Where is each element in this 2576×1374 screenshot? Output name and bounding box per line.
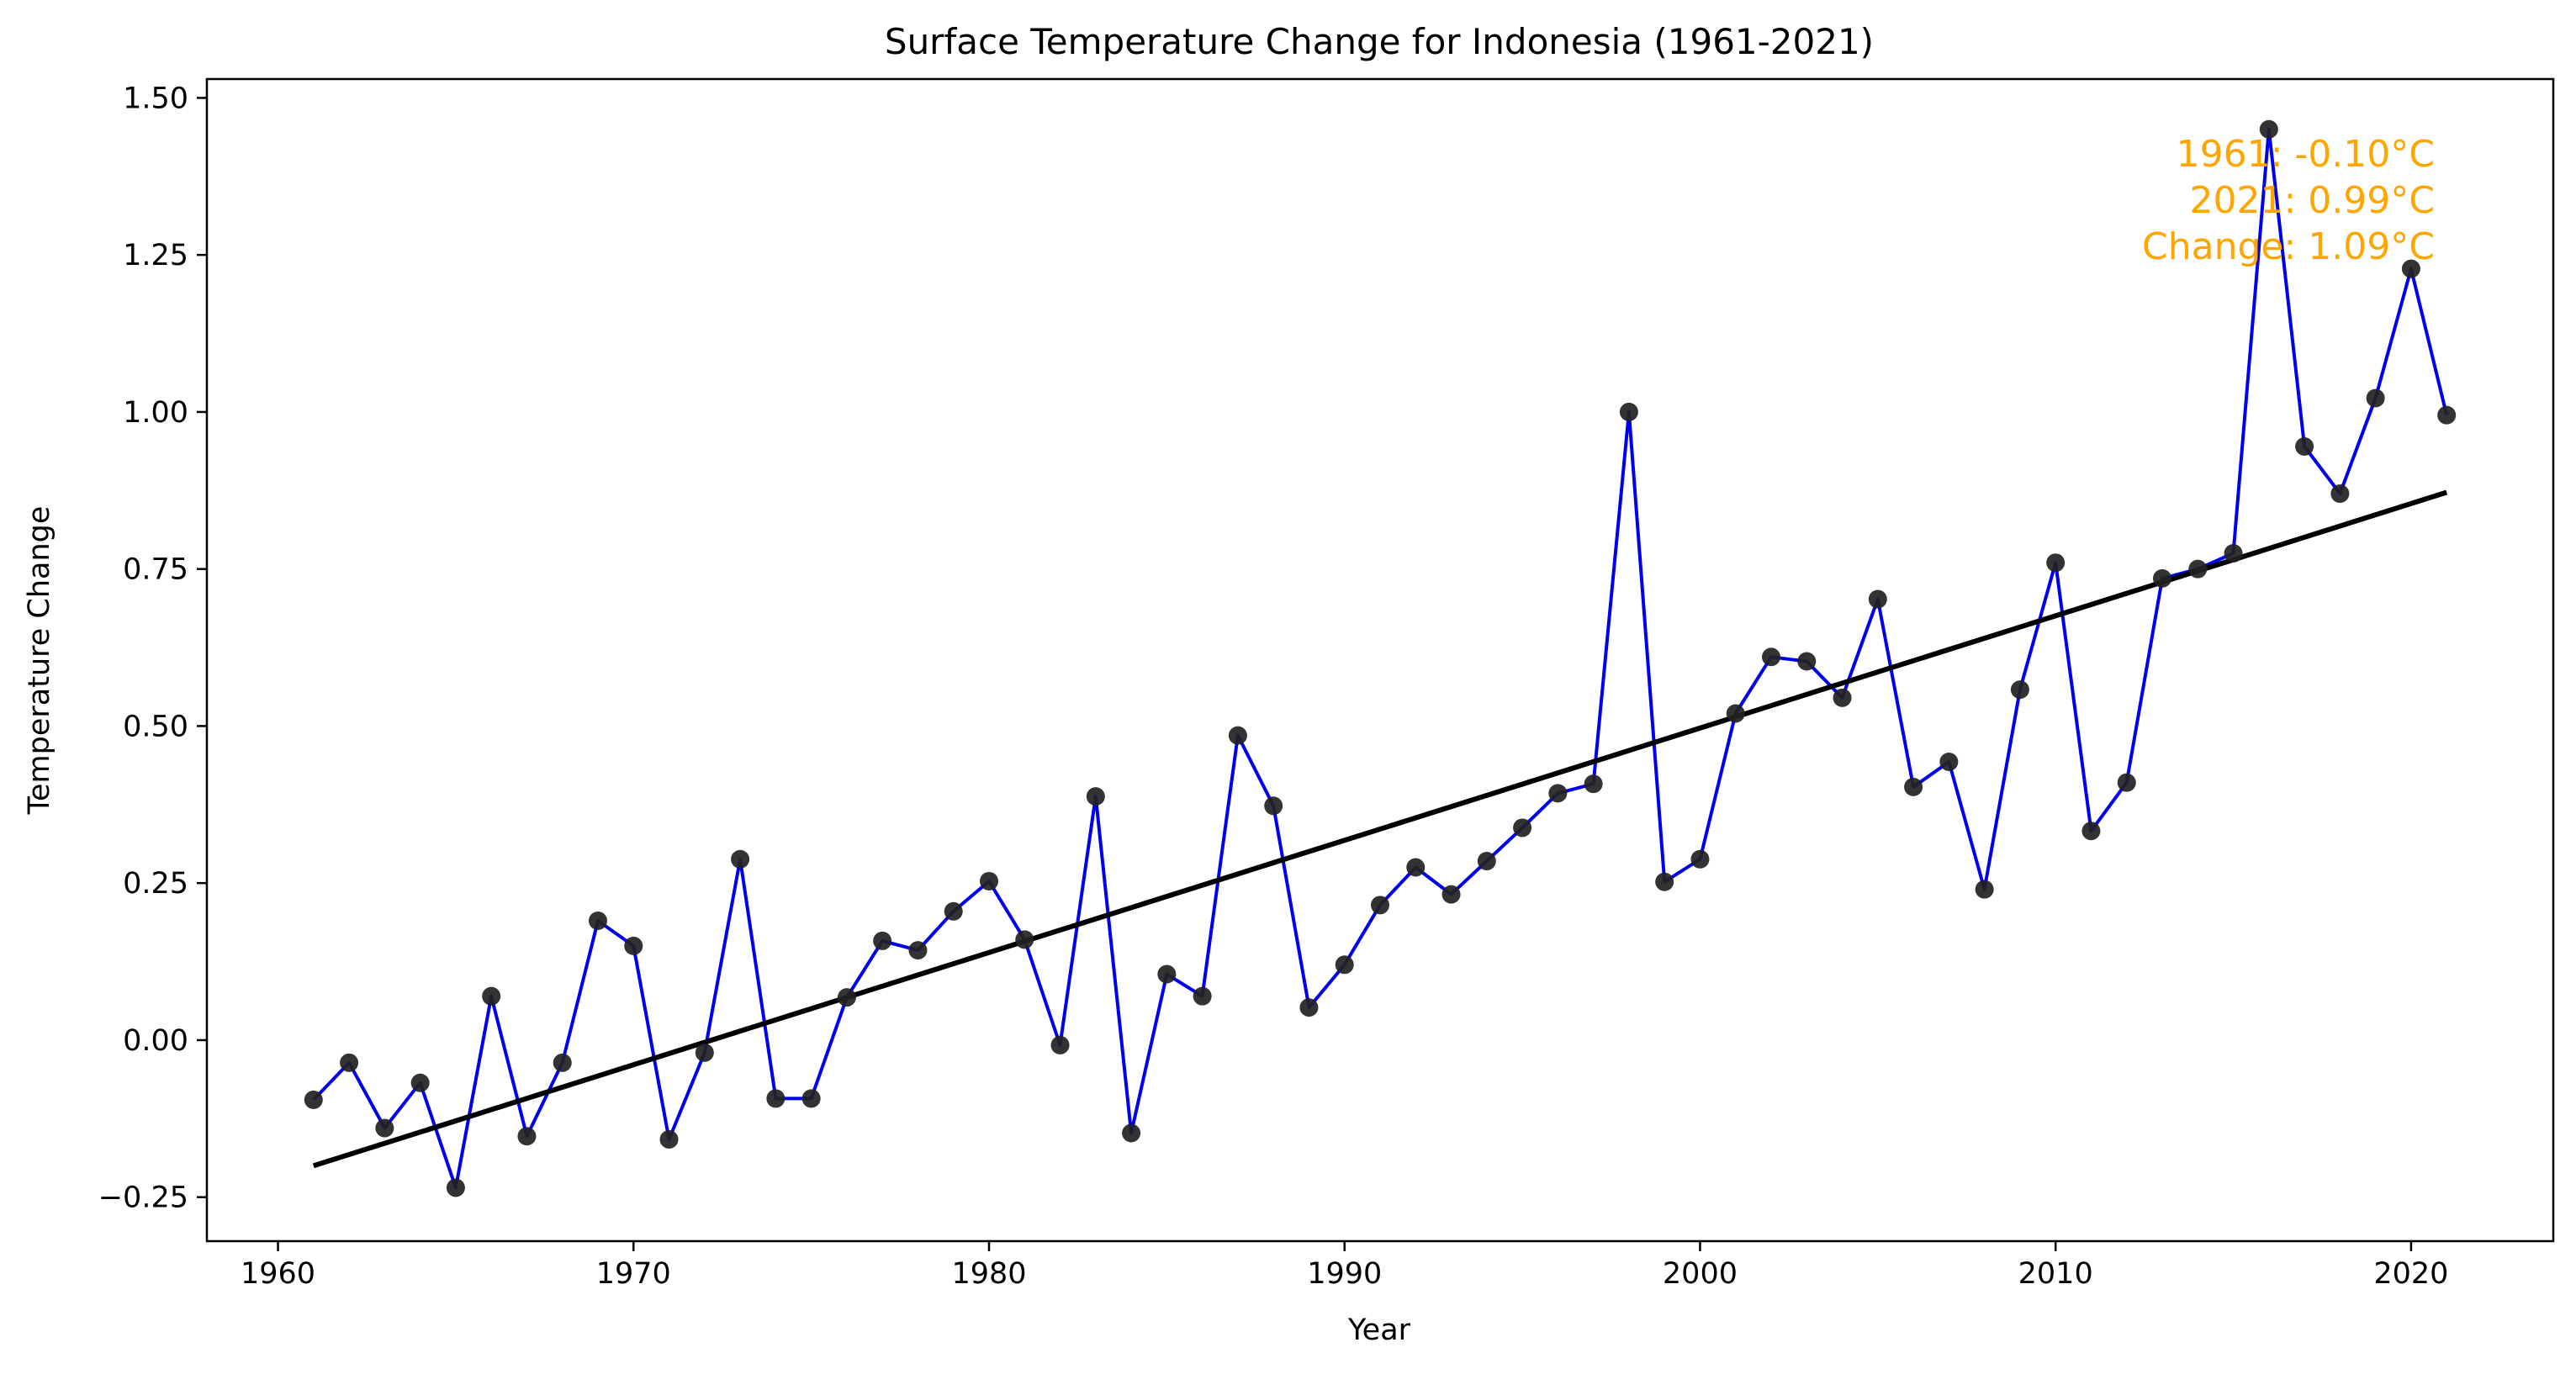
- x-axis: 1960 1970 1980 1990 2000 2010 2020: [241, 1241, 2448, 1291]
- data-point: [2330, 484, 2350, 504]
- data-point: [2117, 773, 2136, 792]
- data-point: [589, 912, 607, 931]
- data-point: [304, 1090, 323, 1109]
- y-tick-label: −0.25: [98, 1181, 188, 1215]
- x-tick-label: 1970: [596, 1257, 671, 1291]
- marker-layer: [304, 119, 2457, 1197]
- data-point: [801, 1089, 821, 1108]
- data-point: [1335, 955, 1354, 975]
- data-point: [340, 1053, 359, 1072]
- data-point: [624, 936, 643, 955]
- data-point: [1086, 787, 1105, 806]
- data-point: [2010, 680, 2029, 700]
- data-point: [1833, 688, 1852, 707]
- y-tick-label: 0.25: [123, 867, 188, 901]
- data-point: [1441, 885, 1461, 904]
- data-point: [2366, 388, 2385, 408]
- data-point: [2437, 405, 2457, 425]
- data-point: [1228, 726, 1247, 745]
- x-tick-label: 2020: [2373, 1257, 2448, 1291]
- data-point: [2224, 544, 2243, 563]
- y-tick-label: 0.00: [123, 1024, 188, 1058]
- data-point: [1264, 796, 1283, 816]
- data-point: [1548, 784, 1568, 803]
- data-point: [1655, 872, 1674, 891]
- data-point: [1406, 858, 1426, 877]
- annotation-line-2: 2021: 0.99°C: [2190, 179, 2435, 222]
- data-point: [482, 986, 501, 1006]
- data-point: [1299, 998, 1319, 1017]
- x-tick-label: 1960: [241, 1257, 315, 1291]
- y-tick-label: 1.25: [123, 239, 188, 272]
- data-point: [1762, 647, 1780, 667]
- data-point: [1050, 1035, 1070, 1054]
- data-point: [1690, 849, 1710, 869]
- series-line-layer: [312, 127, 2449, 1190]
- y-tick-label: 1.50: [123, 82, 188, 115]
- data-point: [731, 849, 750, 869]
- data-point: [1513, 818, 1532, 838]
- data-point: [659, 1129, 679, 1149]
- data-point: [2259, 119, 2278, 139]
- data-point: [1157, 964, 1177, 984]
- annotation-line-1: 1961: -0.10°C: [2177, 133, 2435, 176]
- data-point: [446, 1178, 465, 1197]
- data-point: [2046, 553, 2066, 573]
- temperature-series-line: [312, 127, 2449, 1190]
- data-point: [1868, 589, 1887, 609]
- data-point: [908, 941, 928, 960]
- data-point: [1477, 852, 1496, 871]
- data-point: [1015, 930, 1034, 949]
- data-point: [375, 1118, 394, 1138]
- data-point: [517, 1127, 537, 1146]
- data-point: [1975, 880, 1994, 899]
- data-point: [1584, 774, 1603, 794]
- data-point: [873, 931, 892, 950]
- y-tick-label: 0.75: [123, 553, 188, 587]
- data-point: [2401, 259, 2420, 278]
- x-tick-label: 2010: [2018, 1257, 2093, 1291]
- y-axis: −0.25 0.00 0.25 0.50 0.75 1.00 1.25 1.50: [98, 82, 207, 1215]
- data-point: [1939, 753, 1959, 772]
- data-point: [2295, 437, 2314, 457]
- y-tick-label: 0.50: [123, 710, 188, 743]
- data-point: [695, 1043, 714, 1062]
- y-axis-label: Temperature Change: [23, 506, 56, 816]
- change-annotation: 1961: -0.10°C 2021: 0.99°C Change: 1.09°…: [2142, 133, 2435, 268]
- data-point: [1797, 652, 1817, 671]
- data-point: [1619, 402, 1638, 421]
- x-tick-label: 1990: [1307, 1257, 1382, 1291]
- data-point: [410, 1073, 430, 1092]
- data-point: [1904, 777, 1923, 796]
- data-point: [1122, 1123, 1141, 1143]
- chart-title: Surface Temperature Change for Indonesia…: [885, 21, 1874, 62]
- data-point: [1193, 986, 1212, 1006]
- data-point: [2081, 822, 2101, 841]
- data-point: [2153, 568, 2171, 588]
- data-point: [837, 988, 856, 1007]
- y-tick-label: 1.00: [123, 396, 188, 430]
- data-point: [1371, 896, 1389, 915]
- data-point: [944, 901, 963, 921]
- x-axis-label: Year: [1347, 1313, 1411, 1347]
- annotation-line-3: Change: 1.09°C: [2142, 225, 2435, 268]
- data-point: [766, 1089, 785, 1108]
- trend-line-layer: [312, 489, 2448, 1169]
- data-point: [553, 1053, 572, 1072]
- x-tick-label: 2000: [1663, 1257, 1738, 1291]
- x-tick-label: 1980: [951, 1257, 1026, 1291]
- data-point: [1726, 704, 1745, 723]
- trend-line: [312, 489, 2448, 1169]
- data-point: [2188, 559, 2208, 579]
- data-point: [980, 871, 998, 890]
- plot-frame: [205, 77, 2555, 1243]
